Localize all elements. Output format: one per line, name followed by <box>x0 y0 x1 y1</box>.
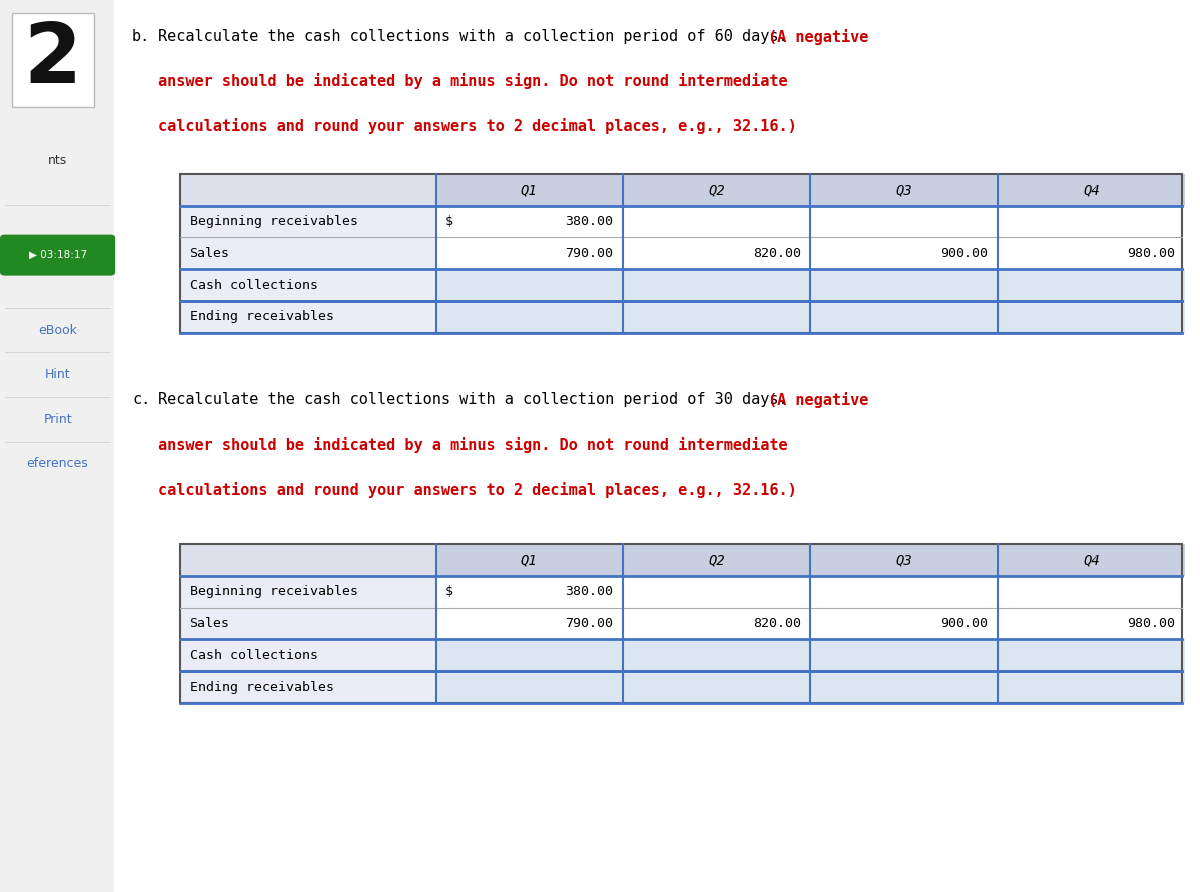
FancyBboxPatch shape <box>997 206 1186 237</box>
Text: 380.00: 380.00 <box>565 215 613 228</box>
Text: eBook: eBook <box>38 324 77 336</box>
FancyBboxPatch shape <box>810 174 997 206</box>
Text: 900.00: 900.00 <box>940 247 988 260</box>
Text: Beginning receivables: Beginning receivables <box>190 215 358 228</box>
FancyBboxPatch shape <box>436 174 623 206</box>
Text: ▶ 03:18:17: ▶ 03:18:17 <box>29 250 86 260</box>
Text: Sales: Sales <box>190 617 229 630</box>
FancyBboxPatch shape <box>436 671 623 703</box>
FancyBboxPatch shape <box>436 576 623 607</box>
FancyBboxPatch shape <box>180 269 436 301</box>
FancyBboxPatch shape <box>623 301 810 333</box>
FancyBboxPatch shape <box>997 269 1186 301</box>
Text: 980.00: 980.00 <box>1128 617 1176 630</box>
Text: $: $ <box>445 215 454 228</box>
Text: 820.00: 820.00 <box>752 247 800 260</box>
Text: Ending receivables: Ending receivables <box>190 310 334 323</box>
FancyBboxPatch shape <box>0 235 115 276</box>
FancyBboxPatch shape <box>997 544 1186 576</box>
FancyBboxPatch shape <box>810 237 997 269</box>
Text: calculations and round your answers to 2 decimal places, e.g., 32.16.): calculations and round your answers to 2… <box>158 482 797 498</box>
Text: Recalculate the cash collections with a collection period of 60 days.: Recalculate the cash collections with a … <box>158 29 797 44</box>
FancyBboxPatch shape <box>436 544 623 576</box>
Text: Sales: Sales <box>190 247 229 260</box>
Text: calculations and round your answers to 2 decimal places, e.g., 32.16.): calculations and round your answers to 2… <box>158 118 797 134</box>
FancyBboxPatch shape <box>997 640 1186 671</box>
FancyBboxPatch shape <box>623 237 810 269</box>
FancyBboxPatch shape <box>810 269 997 301</box>
FancyBboxPatch shape <box>997 671 1186 703</box>
FancyBboxPatch shape <box>180 301 436 333</box>
FancyBboxPatch shape <box>810 544 997 576</box>
FancyBboxPatch shape <box>997 174 1186 206</box>
FancyBboxPatch shape <box>180 607 436 640</box>
Text: Q4: Q4 <box>1082 183 1099 197</box>
FancyBboxPatch shape <box>180 206 436 237</box>
FancyBboxPatch shape <box>623 576 810 607</box>
Text: Recalculate the cash collections with a collection period of 30 days.: Recalculate the cash collections with a … <box>158 392 797 408</box>
FancyBboxPatch shape <box>180 237 436 269</box>
FancyBboxPatch shape <box>436 237 623 269</box>
Text: Q1: Q1 <box>521 553 538 567</box>
Text: Q2: Q2 <box>708 553 725 567</box>
FancyBboxPatch shape <box>997 237 1186 269</box>
Text: $: $ <box>445 585 454 599</box>
Text: Print: Print <box>43 413 72 425</box>
FancyBboxPatch shape <box>997 301 1186 333</box>
FancyBboxPatch shape <box>436 206 623 237</box>
FancyBboxPatch shape <box>180 671 436 703</box>
Text: Cash collections: Cash collections <box>190 278 318 292</box>
FancyBboxPatch shape <box>810 640 997 671</box>
FancyBboxPatch shape <box>436 269 623 301</box>
Text: (A negative: (A negative <box>768 29 869 45</box>
FancyBboxPatch shape <box>997 576 1186 607</box>
FancyBboxPatch shape <box>810 301 997 333</box>
FancyBboxPatch shape <box>810 206 997 237</box>
Text: Q2: Q2 <box>708 183 725 197</box>
Text: 790.00: 790.00 <box>565 247 613 260</box>
Text: Ending receivables: Ending receivables <box>190 681 334 693</box>
FancyBboxPatch shape <box>436 640 623 671</box>
FancyBboxPatch shape <box>436 301 623 333</box>
FancyBboxPatch shape <box>810 607 997 640</box>
Text: nts: nts <box>48 154 67 167</box>
Text: eferences: eferences <box>26 458 89 470</box>
FancyBboxPatch shape <box>436 607 623 640</box>
Text: answer should be indicated by a minus sign. Do not round intermediate: answer should be indicated by a minus si… <box>158 437 788 453</box>
FancyBboxPatch shape <box>623 671 810 703</box>
Text: Q3: Q3 <box>895 183 912 197</box>
Text: Q1: Q1 <box>521 183 538 197</box>
Text: answer should be indicated by a minus sign. Do not round intermediate: answer should be indicated by a minus si… <box>158 73 788 89</box>
FancyBboxPatch shape <box>997 607 1186 640</box>
FancyBboxPatch shape <box>623 174 810 206</box>
FancyBboxPatch shape <box>623 206 810 237</box>
Text: Beginning receivables: Beginning receivables <box>190 585 358 599</box>
FancyBboxPatch shape <box>623 269 810 301</box>
FancyBboxPatch shape <box>180 544 436 576</box>
Text: Q3: Q3 <box>895 553 912 567</box>
FancyBboxPatch shape <box>623 640 810 671</box>
Text: 820.00: 820.00 <box>752 617 800 630</box>
FancyBboxPatch shape <box>180 640 436 671</box>
FancyBboxPatch shape <box>12 13 94 107</box>
FancyBboxPatch shape <box>810 576 997 607</box>
Text: 790.00: 790.00 <box>565 617 613 630</box>
Text: 980.00: 980.00 <box>1128 247 1176 260</box>
Text: 380.00: 380.00 <box>565 585 613 599</box>
FancyBboxPatch shape <box>623 544 810 576</box>
Text: b.: b. <box>132 29 150 44</box>
FancyBboxPatch shape <box>810 671 997 703</box>
FancyBboxPatch shape <box>180 174 436 206</box>
Text: Q4: Q4 <box>1082 553 1099 567</box>
FancyBboxPatch shape <box>0 0 114 892</box>
FancyBboxPatch shape <box>180 576 436 607</box>
Text: 2: 2 <box>24 20 82 100</box>
Text: (A negative: (A negative <box>768 392 869 409</box>
FancyBboxPatch shape <box>623 607 810 640</box>
Text: Cash collections: Cash collections <box>190 648 318 662</box>
Text: 900.00: 900.00 <box>940 617 988 630</box>
Text: c.: c. <box>132 392 150 408</box>
Text: Hint: Hint <box>44 368 71 381</box>
